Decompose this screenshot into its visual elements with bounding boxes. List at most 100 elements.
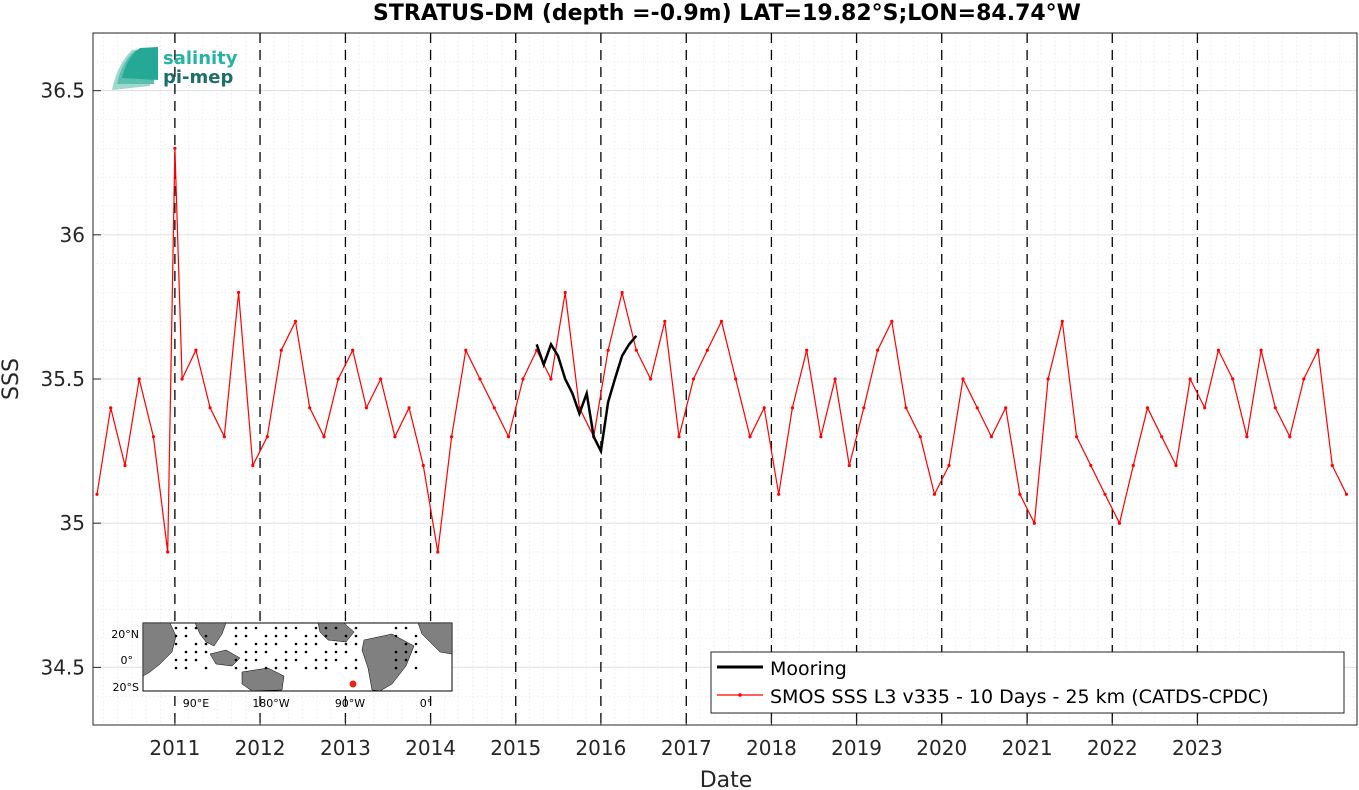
x-tick-label: 2022 <box>1087 736 1138 760</box>
data-point-smos <box>1160 435 1164 439</box>
inset-buoy-marker <box>234 634 238 638</box>
data-point-smos <box>293 319 298 323</box>
inset-buoy-marker <box>184 658 188 662</box>
data-point-smos <box>506 435 511 439</box>
data-point-smos <box>904 406 908 410</box>
y-tick-label: 36 <box>60 223 85 247</box>
x-tick-label: 2020 <box>916 736 967 760</box>
data-point-smos <box>1075 435 1079 439</box>
inset-y-tick-20n: 20°N <box>111 628 139 641</box>
data-point-smos <box>450 435 454 439</box>
data-point-smos <box>876 348 880 352</box>
legend-label-mooring: Mooring <box>770 658 847 680</box>
data-point-smos <box>194 348 198 352</box>
data-point-smos <box>620 290 624 295</box>
inset-buoy-marker <box>404 650 408 654</box>
y-tick-label: 35.5 <box>40 367 85 391</box>
inset-buoy-marker <box>264 650 268 654</box>
inset-buoy-marker <box>304 642 308 646</box>
inset-buoy-marker <box>354 642 358 646</box>
inset-buoy-marker <box>294 650 298 654</box>
inset-y-tick-0: 0° <box>121 654 134 667</box>
data-point-smos <box>222 435 226 439</box>
x-tick-label: 2014 <box>405 736 456 760</box>
data-point-smos <box>947 463 951 468</box>
data-point-smos <box>1060 319 1064 323</box>
inset-buoy-marker <box>254 650 258 654</box>
data-point-smos <box>351 348 355 352</box>
inset-buoy-marker <box>404 626 408 630</box>
inset-buoy-marker <box>394 626 398 630</box>
data-point-smos <box>208 406 212 410</box>
data-point-smos <box>1344 492 1349 496</box>
data-point-smos <box>1089 463 1093 468</box>
inset-buoy-marker <box>314 642 318 646</box>
data-point-smos <box>705 348 709 352</box>
inset-buoy-marker <box>334 658 338 662</box>
inset-buoy-marker <box>394 650 398 654</box>
inset-buoy-marker <box>204 650 208 654</box>
inset-x-tick-90e: 90°E <box>183 697 209 710</box>
data-point-smos <box>961 377 965 381</box>
inset-buoy-marker <box>354 626 358 630</box>
inset-buoy-marker <box>414 634 418 638</box>
data-point-smos <box>649 377 653 381</box>
data-point-smos <box>1302 377 1306 381</box>
data-point-smos <box>478 377 482 381</box>
data-point-smos <box>123 463 127 468</box>
data-point-smos <box>265 435 269 439</box>
data-point-smos <box>833 377 837 381</box>
data-point-smos <box>677 435 681 439</box>
data-point-smos <box>1203 406 1207 410</box>
inset-buoy-marker <box>284 658 288 662</box>
inset-buoy-marker <box>184 626 188 630</box>
x-tick-label: 2013 <box>320 736 371 760</box>
data-point-smos <box>1117 521 1122 525</box>
inset-buoy-marker <box>404 642 408 646</box>
data-point-smos <box>1330 463 1334 468</box>
inset-station-marker <box>349 680 357 688</box>
data-point-smos <box>1174 463 1178 468</box>
data-point-smos <box>421 463 425 468</box>
data-point-smos <box>407 406 411 410</box>
data-point-smos <box>1018 492 1022 496</box>
inset-buoy-marker <box>234 666 238 670</box>
data-point-smos <box>137 377 141 381</box>
inset-buoy-marker <box>194 642 198 646</box>
inset-buoy-marker <box>284 666 288 670</box>
inset-buoy-marker <box>244 634 248 638</box>
data-point-smos <box>1259 348 1263 352</box>
y-tick-label: 34.5 <box>40 655 85 679</box>
inset-buoy-marker <box>284 626 288 630</box>
data-point-smos <box>989 435 994 439</box>
inset-buoy-marker <box>414 650 418 654</box>
inset-buoy-marker <box>234 642 238 646</box>
x-tick-label: 2018 <box>746 736 797 760</box>
data-point-smos <box>336 377 340 381</box>
data-point-smos <box>549 377 553 381</box>
inset-map-land <box>142 622 453 692</box>
data-point-smos <box>151 435 155 439</box>
data-point-smos <box>862 406 866 410</box>
inset-buoy-markers <box>174 626 418 670</box>
data-point-smos <box>308 406 312 410</box>
data-point-smos <box>777 492 781 496</box>
data-point-smos <box>436 550 440 554</box>
x-axis-label: Date <box>700 768 753 790</box>
inset-x-tick-90w: 90°W <box>335 697 365 710</box>
inset-buoy-marker <box>174 658 178 662</box>
inset-buoy-marker <box>324 666 328 670</box>
inset-buoy-marker <box>264 642 268 646</box>
data-point-smos <box>1316 348 1320 352</box>
data-point-smos <box>1245 435 1249 439</box>
x-tick-label: 2021 <box>1002 736 1053 760</box>
legend-label-smos: SMOS SSS L3 v335 - 10 Days - 25 km (CATD… <box>770 686 1269 708</box>
inset-buoy-marker <box>274 642 278 646</box>
inset-buoy-marker <box>174 626 178 630</box>
x-tick-label: 2011 <box>149 736 200 760</box>
data-point-smos <box>393 435 397 439</box>
inset-buoy-marker <box>204 642 208 646</box>
data-point-smos <box>322 435 326 439</box>
data-point-smos <box>364 406 368 410</box>
inset-buoy-marker <box>394 658 398 662</box>
